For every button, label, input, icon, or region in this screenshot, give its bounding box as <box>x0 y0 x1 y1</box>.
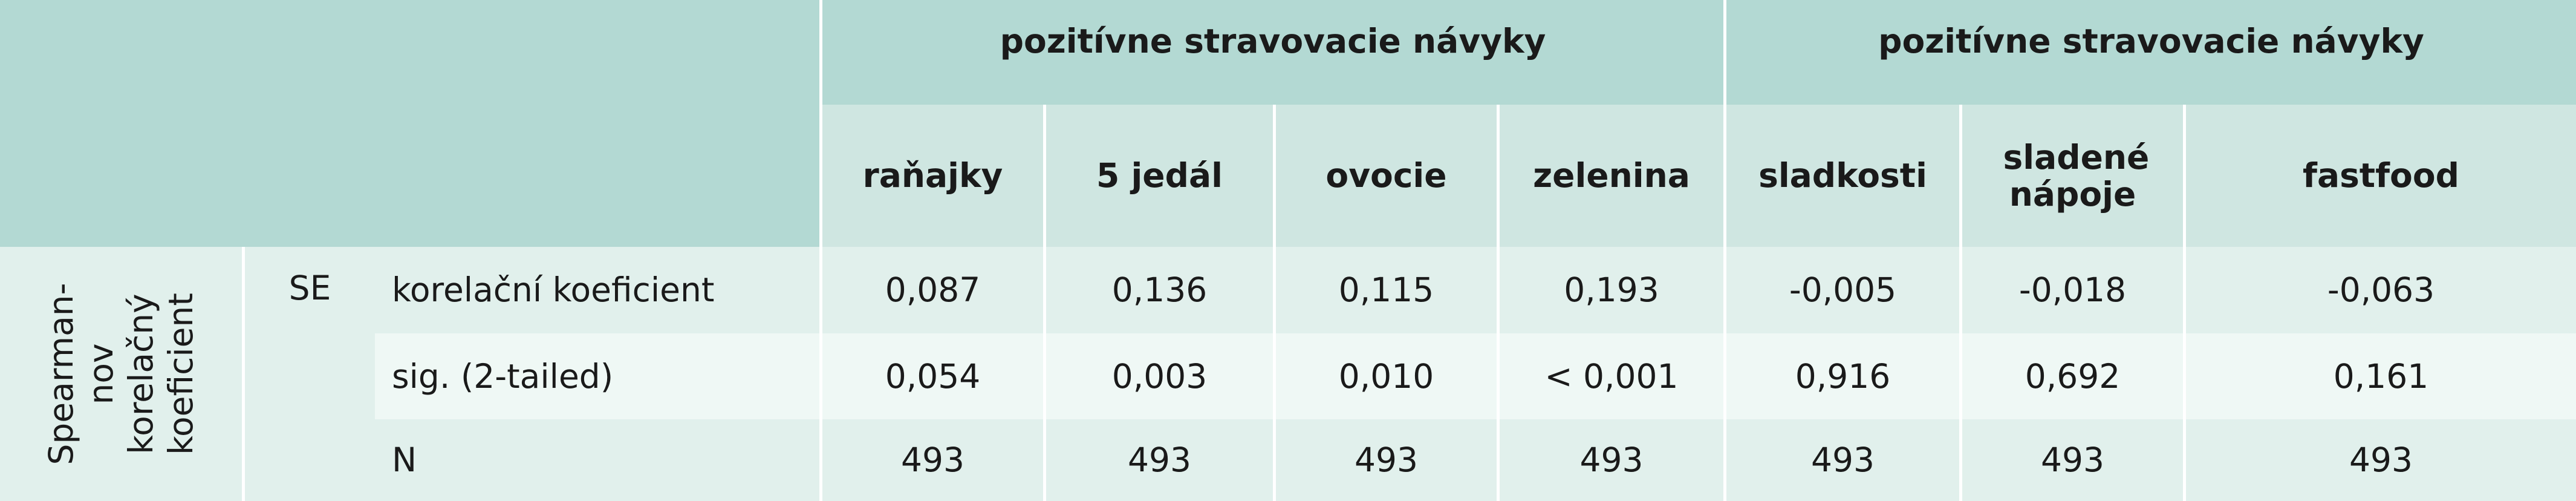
table-cell: 0,136 <box>1043 247 1273 333</box>
table-cell: 493 <box>1959 419 2183 501</box>
table-row: Spearman- nov korelačný koeficient SE ko… <box>0 247 2576 501</box>
row-group-label-line: nov <box>82 343 120 405</box>
column-header: zelenina <box>1497 105 1723 247</box>
table-cell: 0,161 <box>2183 333 2576 419</box>
variable-label: SE <box>245 247 375 501</box>
row-group-label-cell: Spearman- nov korelačný koeficient <box>0 247 245 501</box>
table-cell: 493 <box>2183 419 2576 501</box>
row-group-label-line: koeficient <box>161 293 200 455</box>
column-header: sladkosti <box>1723 105 1959 247</box>
table-cell: 0,193 <box>1497 247 1723 333</box>
table-cell: 493 <box>819 419 1043 501</box>
row-group-label-wrap: Spearman- nov korelačný koeficient <box>0 247 242 501</box>
header-corner-cell <box>0 0 819 247</box>
table-cell: 0,054 <box>819 333 1043 419</box>
table-cell: 0,916 <box>1723 333 1959 419</box>
table-row: sig. (2-tailed) 0,054 0,003 0,010 < 0,00… <box>0 333 2576 419</box>
row-group-label: Spearman- nov korelačný koeficient <box>41 250 201 498</box>
column-header-text: sladené nápoje <box>2003 138 2150 214</box>
header-row-columns: raňajky 5 jedál ovocie zelenina sladkost… <box>0 105 2576 247</box>
table-cell: -0,063 <box>2183 247 2576 333</box>
column-header: raňajky <box>819 105 1043 247</box>
table-cell: 493 <box>1723 419 1959 501</box>
table-cell: 0,003 <box>1043 333 1273 419</box>
table-cell: 0,692 <box>1959 333 2183 419</box>
row-group-label-line: korelačný <box>122 293 160 454</box>
header-group-negative-habits: pozitívne stravovacie návyky <box>1723 0 2576 105</box>
table-cell: -0,018 <box>1959 247 2183 333</box>
table-cell: 0,115 <box>1273 247 1497 333</box>
column-header: 5 jedál <box>1043 105 1273 247</box>
row-label: N <box>375 419 819 501</box>
row-group-label-line: Spearman- <box>42 283 80 465</box>
header-row-groups: pozitívne stravovacie návyky pozitívne s… <box>0 0 2576 247</box>
column-header: sladené nápoje <box>1959 105 2183 247</box>
column-header: ovocie <box>1273 105 1497 247</box>
table-cell: 493 <box>1043 419 1273 501</box>
table-cell: 0,087 <box>819 247 1043 333</box>
row-label: korelační koeficient <box>375 247 819 333</box>
header-group-positive-habits: pozitívne stravovacie návyky <box>819 0 1723 105</box>
table-cell: -0,005 <box>1723 247 1959 333</box>
table-row: N 493 493 493 493 493 493 493 <box>0 419 2576 501</box>
column-header: fastfood <box>2183 105 2576 247</box>
table-cell: < 0,001 <box>1497 333 1723 419</box>
row-label: sig. (2-tailed) <box>375 333 819 419</box>
table-cell: 493 <box>1497 419 1723 501</box>
table-cell: 493 <box>1273 419 1497 501</box>
table-cell: 0,010 <box>1273 333 1497 419</box>
